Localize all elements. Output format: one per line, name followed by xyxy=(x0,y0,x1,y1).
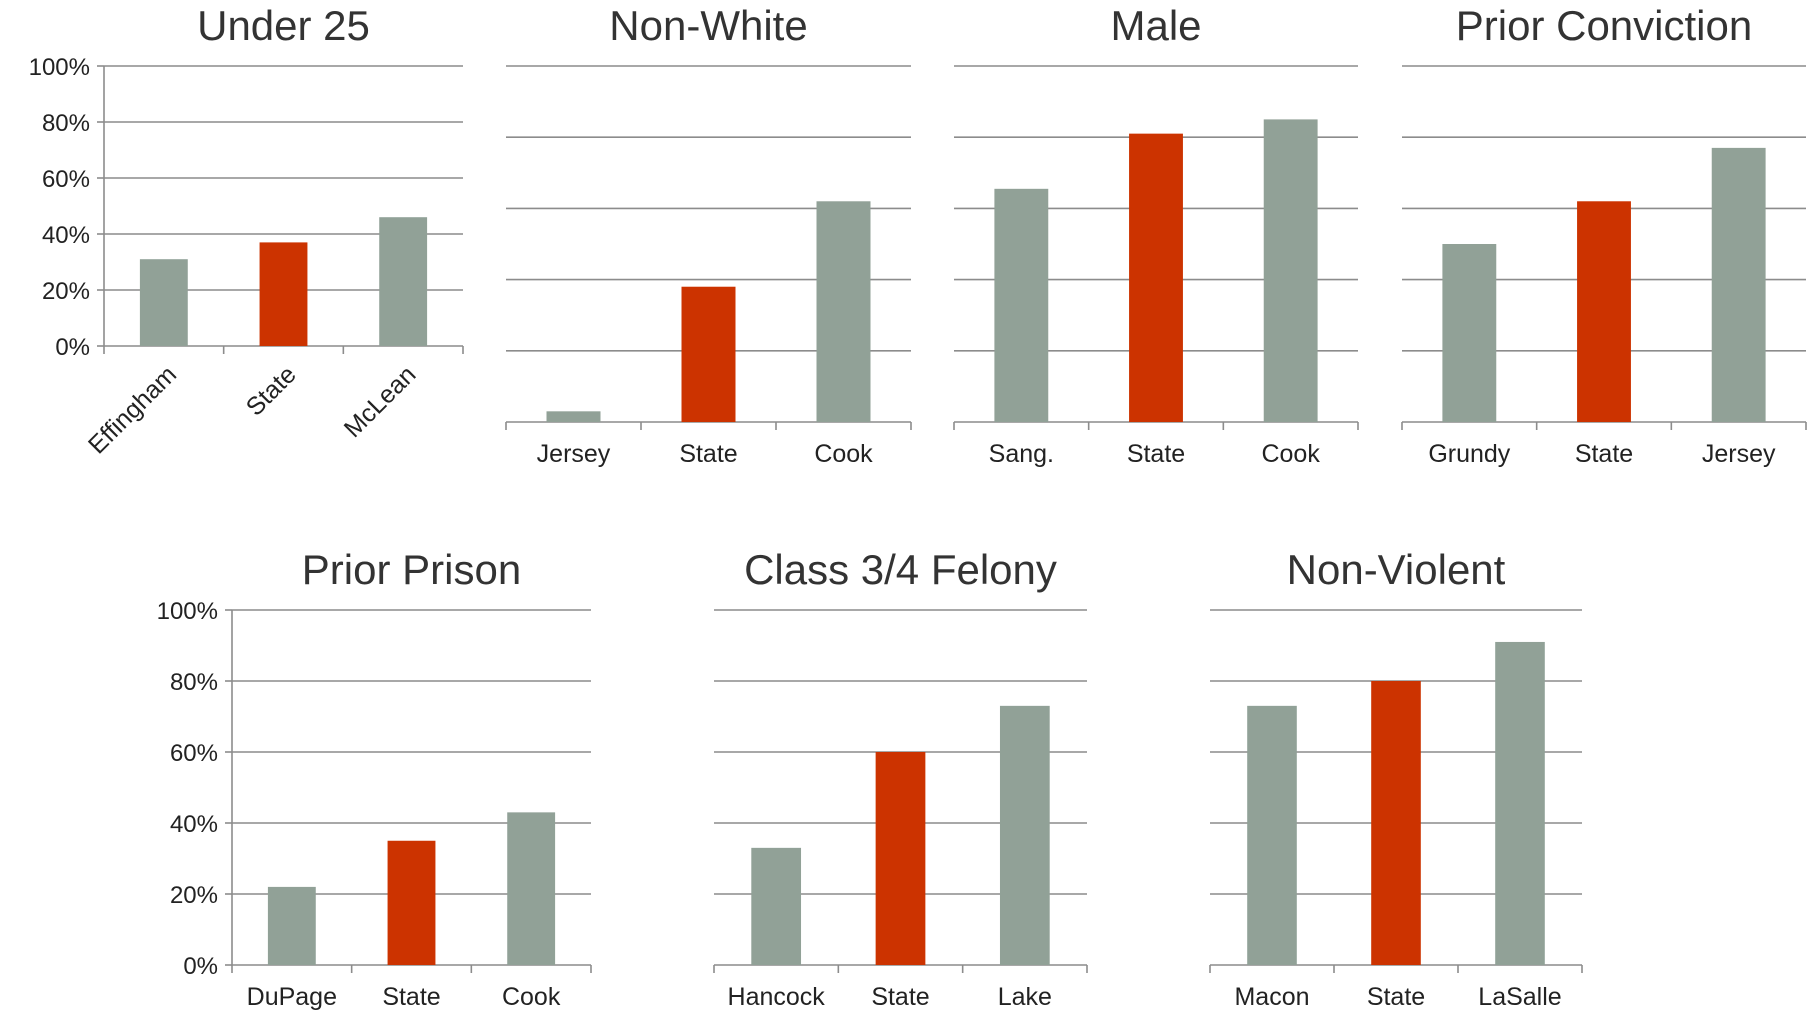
y-tick-label: 80% xyxy=(170,669,218,696)
x-category-label: Cook xyxy=(1261,440,1320,468)
x-category-label: Sang. xyxy=(989,440,1054,468)
bar-effingham xyxy=(139,259,188,346)
y-tick-label: 100% xyxy=(29,54,90,81)
x-category-label: Jersey xyxy=(1702,440,1776,468)
panel-prior-prison: Prior Prison 0% 20% 40% 60% 80% 100% DuPage Stat… xyxy=(157,546,592,1011)
bar-sang xyxy=(994,188,1049,422)
chart-title: Male xyxy=(1110,2,1201,49)
panel-male: Male Sang. State Cook xyxy=(953,2,1359,468)
panel-non-violent: Non-Violent Macon State LaSalle xyxy=(1209,546,1583,1011)
bar-state xyxy=(387,840,436,965)
chart-title: Under 25 xyxy=(197,2,370,49)
bar-dupage xyxy=(267,886,316,965)
x-category-label: Cook xyxy=(502,983,561,1011)
y-tick-label: 0% xyxy=(55,334,90,361)
bar-state xyxy=(681,286,736,422)
bar-jersey xyxy=(546,411,601,422)
bar-state xyxy=(875,752,926,965)
x-category-label: Lake xyxy=(998,983,1052,1011)
y-tick-label: 80% xyxy=(42,110,90,137)
y-tick-label: 100% xyxy=(157,598,218,625)
x-category-label: State xyxy=(1127,440,1185,468)
x-category-label: McLean xyxy=(339,360,422,443)
panel-non-white: Non-White Jersey State Cook xyxy=(505,2,912,468)
x-category-label: Grundy xyxy=(1428,440,1510,468)
bar-mclean xyxy=(379,217,428,346)
x-category-label: Effingham xyxy=(83,360,182,459)
chart-title: Prior Prison xyxy=(302,546,521,593)
x-category-label: Cook xyxy=(814,440,873,468)
bar-lake xyxy=(999,705,1050,965)
x-category-label: LaSalle xyxy=(1478,983,1561,1011)
chart-title: Non-White xyxy=(609,2,807,49)
x-category-label: State xyxy=(679,440,737,468)
bar-lasalle xyxy=(1495,641,1545,965)
x-category-label: State xyxy=(1367,983,1425,1011)
bar-state xyxy=(259,242,308,346)
bar-grundy xyxy=(1442,244,1497,422)
bar-cook xyxy=(1263,119,1318,423)
y-tick-label: 60% xyxy=(170,740,218,767)
bar-macon xyxy=(1247,705,1297,965)
x-category-label: State xyxy=(241,360,302,421)
x-category-label: Macon xyxy=(1234,983,1309,1011)
panel-prior-conviction: Prior Conviction Grundy State Jersey xyxy=(1401,2,1807,468)
chart-title: Non-Violent xyxy=(1287,546,1506,593)
x-category-label: State xyxy=(1575,440,1633,468)
bar-hancock xyxy=(751,847,802,965)
panel-class-3-4-felony: Class 3/4 Felony Hancock State Lake xyxy=(713,546,1088,1011)
bar-jersey xyxy=(1711,147,1766,422)
y-tick-label: 40% xyxy=(42,222,90,249)
panel-under-25: Under 25 0% 20% 40% 60% 80% 100% Effingham State… xyxy=(29,2,464,460)
bar-cook xyxy=(507,812,556,965)
x-category-label: State xyxy=(871,983,929,1011)
bar-state xyxy=(1577,201,1631,422)
bar-state xyxy=(1371,681,1421,965)
y-tick-label: 20% xyxy=(170,882,218,909)
y-tick-label: 20% xyxy=(42,278,90,305)
y-tick-label: 60% xyxy=(42,166,90,193)
x-category-label: Hancock xyxy=(728,983,826,1011)
x-category-label: State xyxy=(382,983,440,1011)
chart-title: Prior Conviction xyxy=(1456,2,1752,49)
y-tick-label: 0% xyxy=(183,953,218,980)
bar-cook xyxy=(816,201,871,422)
bar-state xyxy=(1129,133,1183,422)
x-category-label: Jersey xyxy=(537,440,611,468)
y-tick-label: 40% xyxy=(170,811,218,838)
chart-title: Class 3/4 Felony xyxy=(744,546,1057,593)
x-category-label: DuPage xyxy=(247,983,337,1011)
